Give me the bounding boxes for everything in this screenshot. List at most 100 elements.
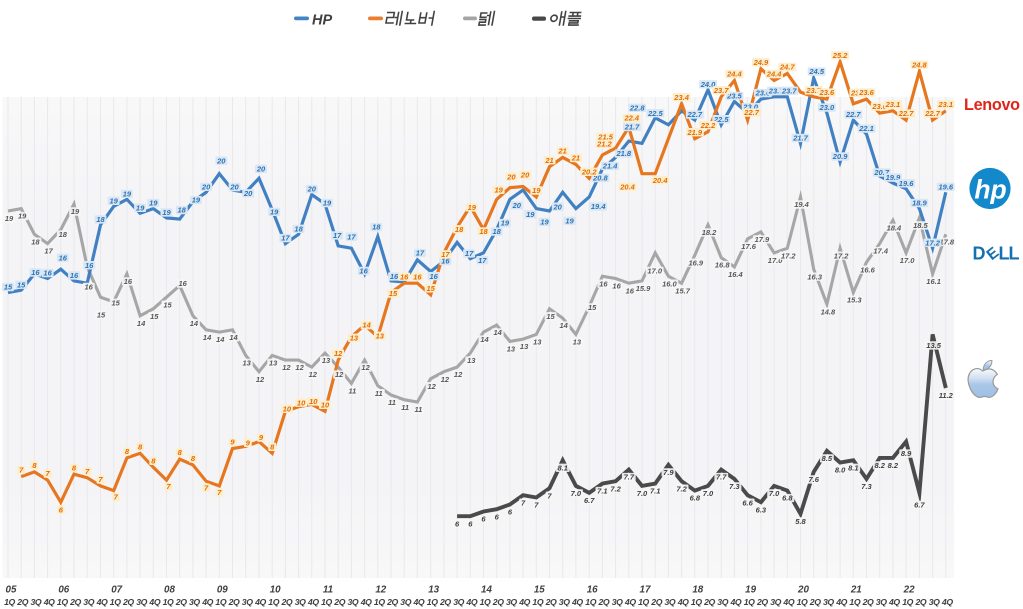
svg-text:2Q: 2Q: [862, 597, 874, 607]
svg-text:16: 16: [43, 269, 52, 278]
svg-text:11: 11: [401, 403, 409, 412]
svg-text:17.2: 17.2: [834, 251, 849, 260]
svg-text:23.1: 23.1: [885, 100, 901, 109]
svg-text:2Q: 2Q: [439, 597, 451, 607]
svg-text:13: 13: [243, 359, 252, 368]
svg-text:19: 19: [136, 203, 145, 212]
svg-text:8: 8: [125, 447, 130, 456]
svg-text:18: 18: [493, 227, 502, 236]
svg-text:3Q: 3Q: [770, 597, 781, 607]
svg-text:16: 16: [59, 253, 68, 262]
svg-text:4Q: 4Q: [254, 597, 266, 607]
svg-text:4Q: 4Q: [465, 597, 477, 607]
svg-text:8.0: 8.0: [835, 466, 846, 475]
svg-text:10: 10: [283, 404, 292, 413]
svg-text:11: 11: [375, 389, 383, 398]
svg-text:1Q: 1Q: [638, 597, 649, 607]
svg-text:14.8: 14.8: [821, 307, 836, 316]
svg-text:4Q: 4Q: [624, 597, 636, 607]
svg-text:19: 19: [323, 199, 332, 208]
svg-text:22.7: 22.7: [924, 109, 940, 118]
svg-text:18: 18: [455, 225, 464, 234]
svg-text:2Q: 2Q: [915, 597, 927, 607]
svg-text:17: 17: [640, 585, 651, 596]
svg-text:7.6: 7.6: [808, 475, 819, 484]
svg-text:17: 17: [441, 250, 450, 259]
svg-text:19: 19: [110, 196, 119, 205]
svg-text:4Q: 4Q: [360, 597, 372, 607]
svg-text:3Q: 3Q: [612, 597, 623, 607]
svg-text:18: 18: [372, 223, 381, 232]
svg-text:3Q: 3Q: [295, 597, 306, 607]
svg-text:19: 19: [149, 199, 158, 208]
svg-text:12: 12: [295, 363, 304, 372]
svg-text:7: 7: [98, 475, 103, 484]
svg-text:15: 15: [4, 283, 13, 292]
svg-text:22.4: 22.4: [623, 114, 639, 123]
svg-text:8: 8: [151, 456, 156, 465]
svg-text:20: 20: [520, 171, 530, 180]
svg-text:16: 16: [31, 268, 40, 277]
svg-text:14: 14: [190, 319, 199, 328]
svg-text:19: 19: [495, 185, 504, 194]
svg-text:22.7: 22.7: [898, 109, 914, 118]
svg-text:19: 19: [192, 196, 201, 205]
svg-text:4Q: 4Q: [201, 597, 213, 607]
svg-text:3Q: 3Q: [506, 597, 517, 607]
svg-text:7: 7: [114, 493, 119, 502]
svg-text:16.8: 16.8: [715, 261, 730, 270]
svg-text:2Q: 2Q: [333, 597, 345, 607]
svg-text:20.7: 20.7: [873, 168, 889, 177]
svg-text:6.8: 6.8: [782, 494, 793, 503]
svg-text:17: 17: [44, 247, 53, 256]
svg-text:12: 12: [375, 585, 386, 596]
svg-text:7.2: 7.2: [676, 484, 687, 493]
svg-text:2Q: 2Q: [545, 597, 557, 607]
svg-text:22.7: 22.7: [686, 110, 702, 119]
svg-text:20.4: 20.4: [619, 182, 635, 191]
svg-text:11: 11: [388, 398, 396, 407]
svg-text:05: 05: [6, 585, 17, 596]
svg-text:21.2: 21.2: [596, 140, 612, 149]
svg-text:1Q: 1Q: [691, 597, 702, 607]
svg-text:1Q: 1Q: [427, 597, 438, 607]
svg-text:7.0: 7.0: [769, 489, 780, 498]
svg-text:2Q: 2Q: [122, 597, 134, 607]
svg-text:7: 7: [85, 467, 90, 476]
svg-text:16: 16: [85, 261, 94, 270]
svg-text:6: 6: [495, 512, 500, 521]
svg-text:19: 19: [162, 208, 171, 217]
svg-text:3Q: 3Q: [559, 597, 570, 607]
svg-text:22.2: 22.2: [700, 121, 716, 130]
svg-text:22.5: 22.5: [713, 115, 729, 124]
svg-text:16.3: 16.3: [807, 272, 822, 281]
svg-text:7.0: 7.0: [637, 489, 648, 498]
svg-text:2Q: 2Q: [703, 597, 715, 607]
svg-text:10: 10: [309, 397, 318, 406]
svg-text:2Q: 2Q: [756, 597, 768, 607]
svg-text:09: 09: [217, 585, 228, 596]
svg-text:23.6: 23.6: [858, 88, 874, 97]
svg-text:9: 9: [230, 438, 235, 447]
svg-text:20: 20: [243, 189, 253, 198]
svg-text:18.9: 18.9: [912, 199, 927, 208]
svg-text:7: 7: [521, 498, 526, 507]
svg-text:14: 14: [137, 319, 146, 328]
svg-text:14: 14: [494, 328, 503, 337]
svg-text:19: 19: [18, 212, 27, 221]
svg-text:8.2: 8.2: [874, 461, 885, 470]
svg-text:1Q: 1Q: [321, 597, 332, 607]
svg-text:18: 18: [96, 215, 105, 224]
svg-text:1Q: 1Q: [849, 597, 860, 607]
svg-text:23.0: 23.0: [819, 103, 835, 112]
svg-text:19.9: 19.9: [886, 173, 901, 182]
svg-text:8.5: 8.5: [822, 454, 833, 463]
svg-text:16: 16: [390, 272, 399, 281]
svg-text:19: 19: [123, 189, 132, 198]
svg-text:10: 10: [270, 585, 281, 596]
svg-text:16: 16: [612, 282, 621, 291]
svg-text:1Q: 1Q: [4, 597, 15, 607]
svg-text:14: 14: [560, 321, 569, 330]
svg-text:8.1: 8.1: [848, 463, 858, 472]
svg-text:19.6: 19.6: [938, 182, 953, 191]
